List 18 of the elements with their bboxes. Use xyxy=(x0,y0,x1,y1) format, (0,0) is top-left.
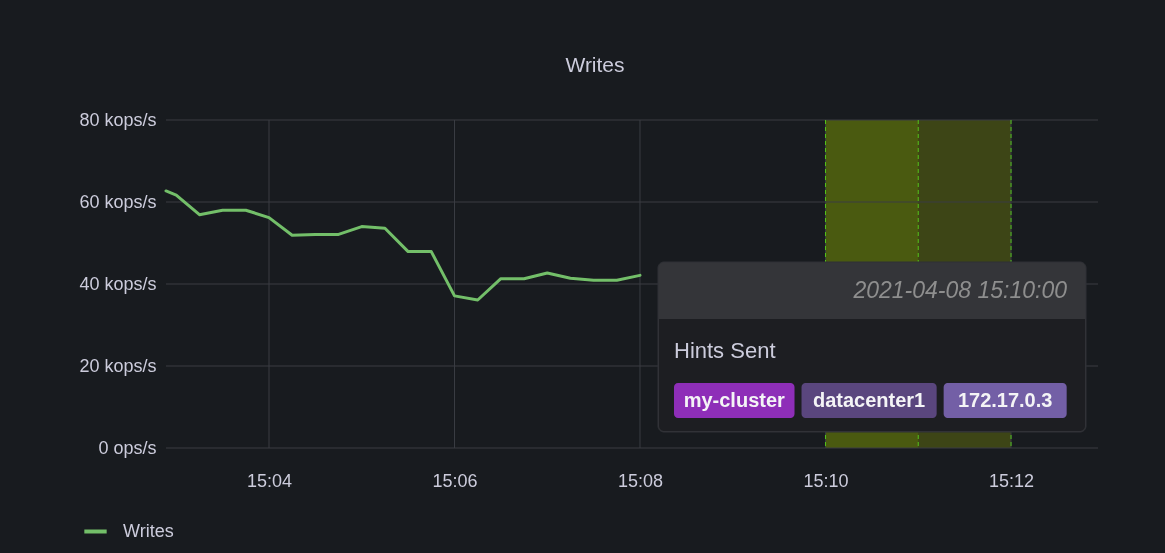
y-tick-label: 20 kops/s xyxy=(79,355,157,376)
legend-label: Writes xyxy=(123,520,174,541)
y-tick-label: 80 kops/s xyxy=(79,109,157,130)
chart-title: Writes xyxy=(565,53,625,76)
y-tick-label: 0 ops/s xyxy=(98,437,157,458)
annotation: my-cluster xyxy=(683,389,786,411)
y-tick-label: 60 kops/s xyxy=(79,191,157,212)
x-tick-label: 15:06 xyxy=(432,470,478,491)
line-series xyxy=(164,189,642,302)
annotation: Hints Sent xyxy=(674,338,776,363)
x-tick-label: 15:10 xyxy=(803,470,849,491)
x-tick-label: 15:08 xyxy=(617,470,664,491)
y-tick-label: 40 kops/s xyxy=(79,273,157,294)
x-tick-label: 15:04 xyxy=(246,470,293,491)
annotation: 2021-04-08 15:10:00 xyxy=(852,276,1068,303)
annotation: datacenter1 xyxy=(812,389,926,411)
annotation: 172.17.0.3 xyxy=(957,389,1053,411)
x-tick-label: 15:12 xyxy=(988,470,1035,491)
